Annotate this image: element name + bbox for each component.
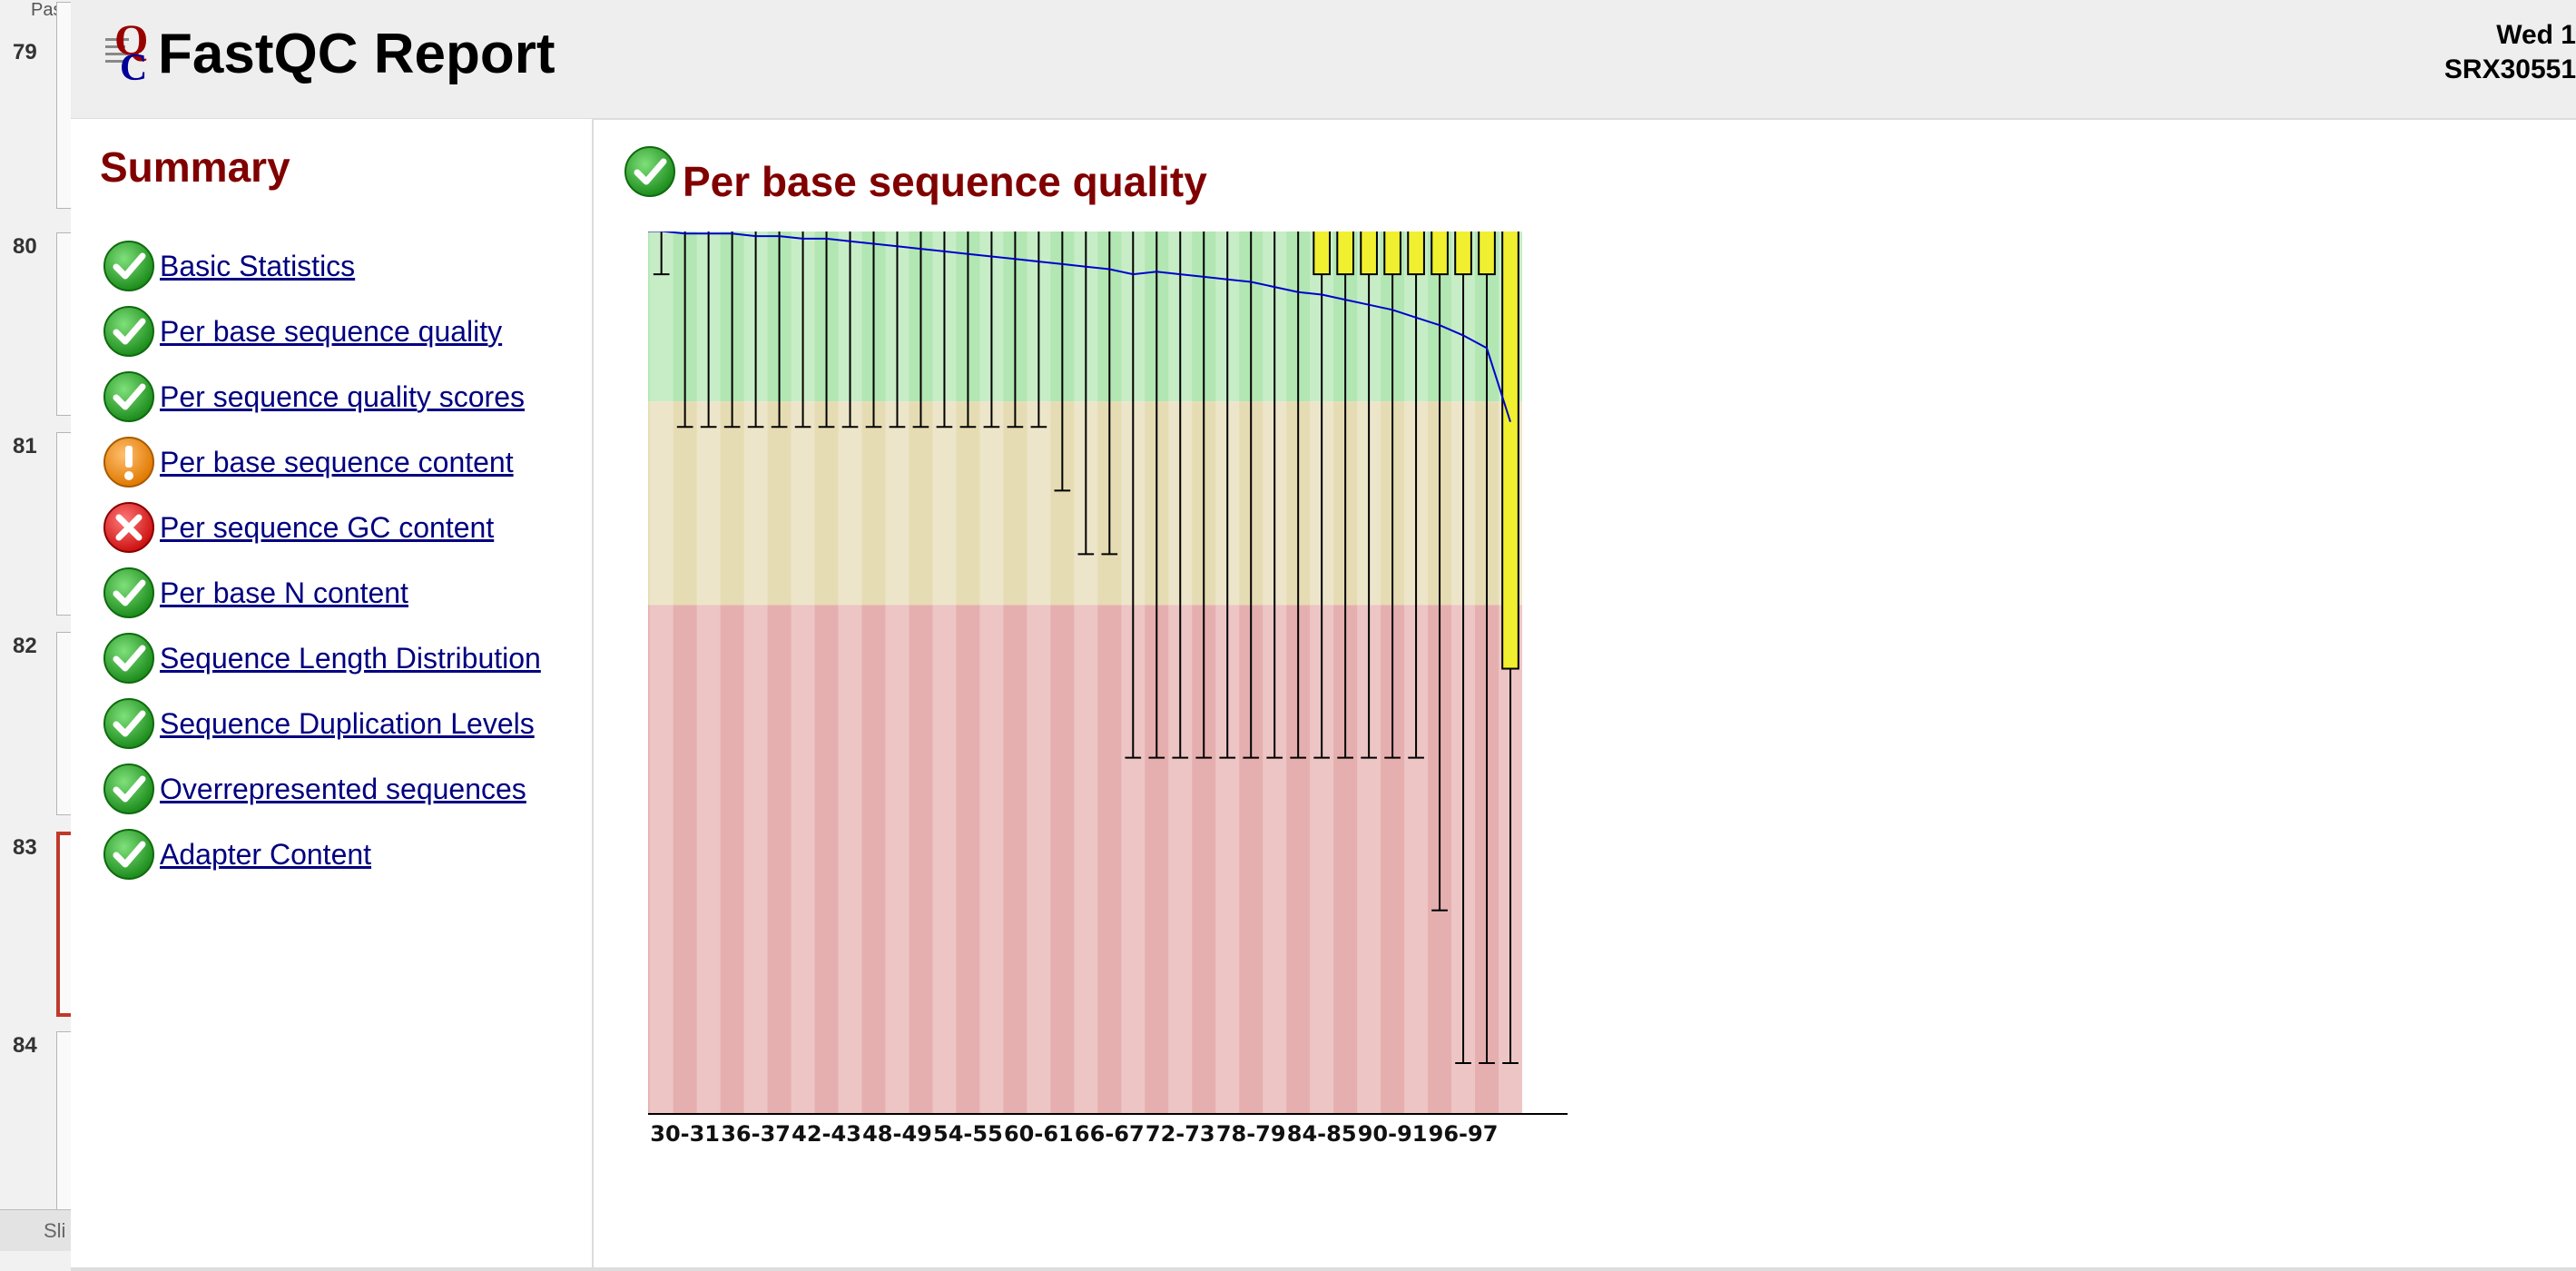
x-tick-label: 54-55 [933,1121,1003,1147]
quartile-box [1360,232,1378,276]
quartile-box [1313,232,1331,276]
section-title: Per base sequence quality [683,158,1207,205]
quartile-box [1478,232,1496,276]
summary-item[interactable]: Overrepresented sequences [102,760,526,818]
svg-text:Q: Q [114,18,148,64]
slide-number: 81 [13,434,37,458]
file-name: SRX30551 [2443,54,2576,84]
summary-item[interactable]: Basic Statistics [102,237,355,295]
pass-icon [103,698,154,749]
x-tick-label: 24-25 [648,1121,649,1147]
pass-icon [103,241,154,291]
pass-icon [103,633,154,684]
slide-thumbnail[interactable] [56,632,71,815]
summary-title: Summary [100,143,290,191]
x-tick-label: 72-73 [1145,1121,1215,1147]
summary-link[interactable]: Adapter Content [160,837,372,871]
summary-sidebar: Summary Basic Statistics Per base sequenc… [71,119,594,1267]
pass-icon [103,764,154,814]
summary-link[interactable]: Per base N content [160,576,408,609]
slide-thumbnail[interactable] [56,1031,71,1215]
summary-item[interactable]: Sequence Length Distribution [102,629,541,687]
slide-thumbnail[interactable] [56,432,71,616]
fastqc-logo: Q C [105,18,148,82]
x-tick-label: 66-67 [1075,1121,1145,1147]
quartile-box [1383,232,1401,276]
x-tick-label: 42-43 [791,1121,861,1147]
quartile-box [1336,232,1354,276]
summary-item[interactable]: Per sequence quality scores [102,368,525,426]
pass-icon [103,829,154,880]
summary-item[interactable]: Per base sequence content [102,433,514,491]
pass-icon [624,146,675,197]
summary-link[interactable]: Per sequence quality scores [160,379,525,413]
quartile-box [1431,232,1449,276]
x-tick-label: 78-79 [1216,1121,1286,1147]
report-date: Wed 1 [2496,20,2576,50]
summary-link[interactable]: Basic Statistics [160,249,356,282]
slide-thumbnail-selected[interactable] [56,832,71,1017]
summary-item[interactable]: Per base N content [102,564,408,622]
slide-number: 80 [13,234,37,259]
slide-number: 82 [13,634,37,658]
stripe [649,232,673,1114]
slide-number: 83 [13,835,37,860]
slide-number: 84 [13,1033,37,1058]
x-tick-label: 60-61 [1004,1121,1074,1147]
x-tick-label: 84-85 [1287,1121,1357,1147]
summary-item[interactable]: Per base sequence quality [102,302,502,360]
pass-icon [103,306,154,357]
summary-link[interactable]: Per base sequence content [160,445,514,478]
quartile-box [1407,232,1425,276]
summary-item[interactable]: Sequence Duplication Levels [102,695,535,753]
x-tick-label: 90-91 [1358,1121,1428,1147]
summary-link[interactable]: Overrepresented sequences [160,772,526,805]
report-header: Q C FastQC Report Wed 1 SRX30551 [71,0,2576,120]
fail-icon [103,502,154,553]
x-tick-label: 48-49 [862,1121,932,1147]
pass-icon [103,371,154,422]
x-tick-label: 36-37 [721,1121,791,1147]
fastqc-report-window: Q C FastQC Report Wed 1 SRX30551 Summary… [71,0,2576,1267]
summary-link[interactable]: Sequence Duplication Levels [160,706,535,740]
x-tick-label: 96-97 [1429,1121,1499,1147]
side-panel: Past 79 80 81 82 83 84 Sli [0,0,72,1271]
warning-icon [103,437,154,488]
summary-item[interactable]: Per sequence GC content [102,498,494,557]
pass-icon [103,567,154,618]
report-info: Wed 1 SRX30551 [2444,18,2576,87]
slideshow-tab[interactable]: Sli [0,1209,71,1251]
zone-poor [648,605,1522,1114]
slide-thumbnail[interactable] [56,2,71,209]
quartile-box [1501,232,1519,670]
slide-number: 79 [13,40,37,64]
main-content: Per base sequence quality Quality scores… [594,119,2576,1267]
mean-line [648,232,1511,423]
quartile-box [1454,232,1472,276]
summary-link[interactable]: Sequence Length Distribution [160,641,541,675]
page-title: FastQC Report [158,23,556,85]
slide-thumbnail[interactable] [56,232,71,416]
summary-link[interactable]: Per base sequence quality [160,314,503,348]
x-tick-label: 30-31 [650,1121,720,1147]
svg-text:C: C [120,47,147,82]
summary-link[interactable]: Per sequence GC content [160,510,495,544]
summary-item[interactable]: Adapter Content [102,825,371,883]
bottom-scroll-area [71,1267,2576,1271]
